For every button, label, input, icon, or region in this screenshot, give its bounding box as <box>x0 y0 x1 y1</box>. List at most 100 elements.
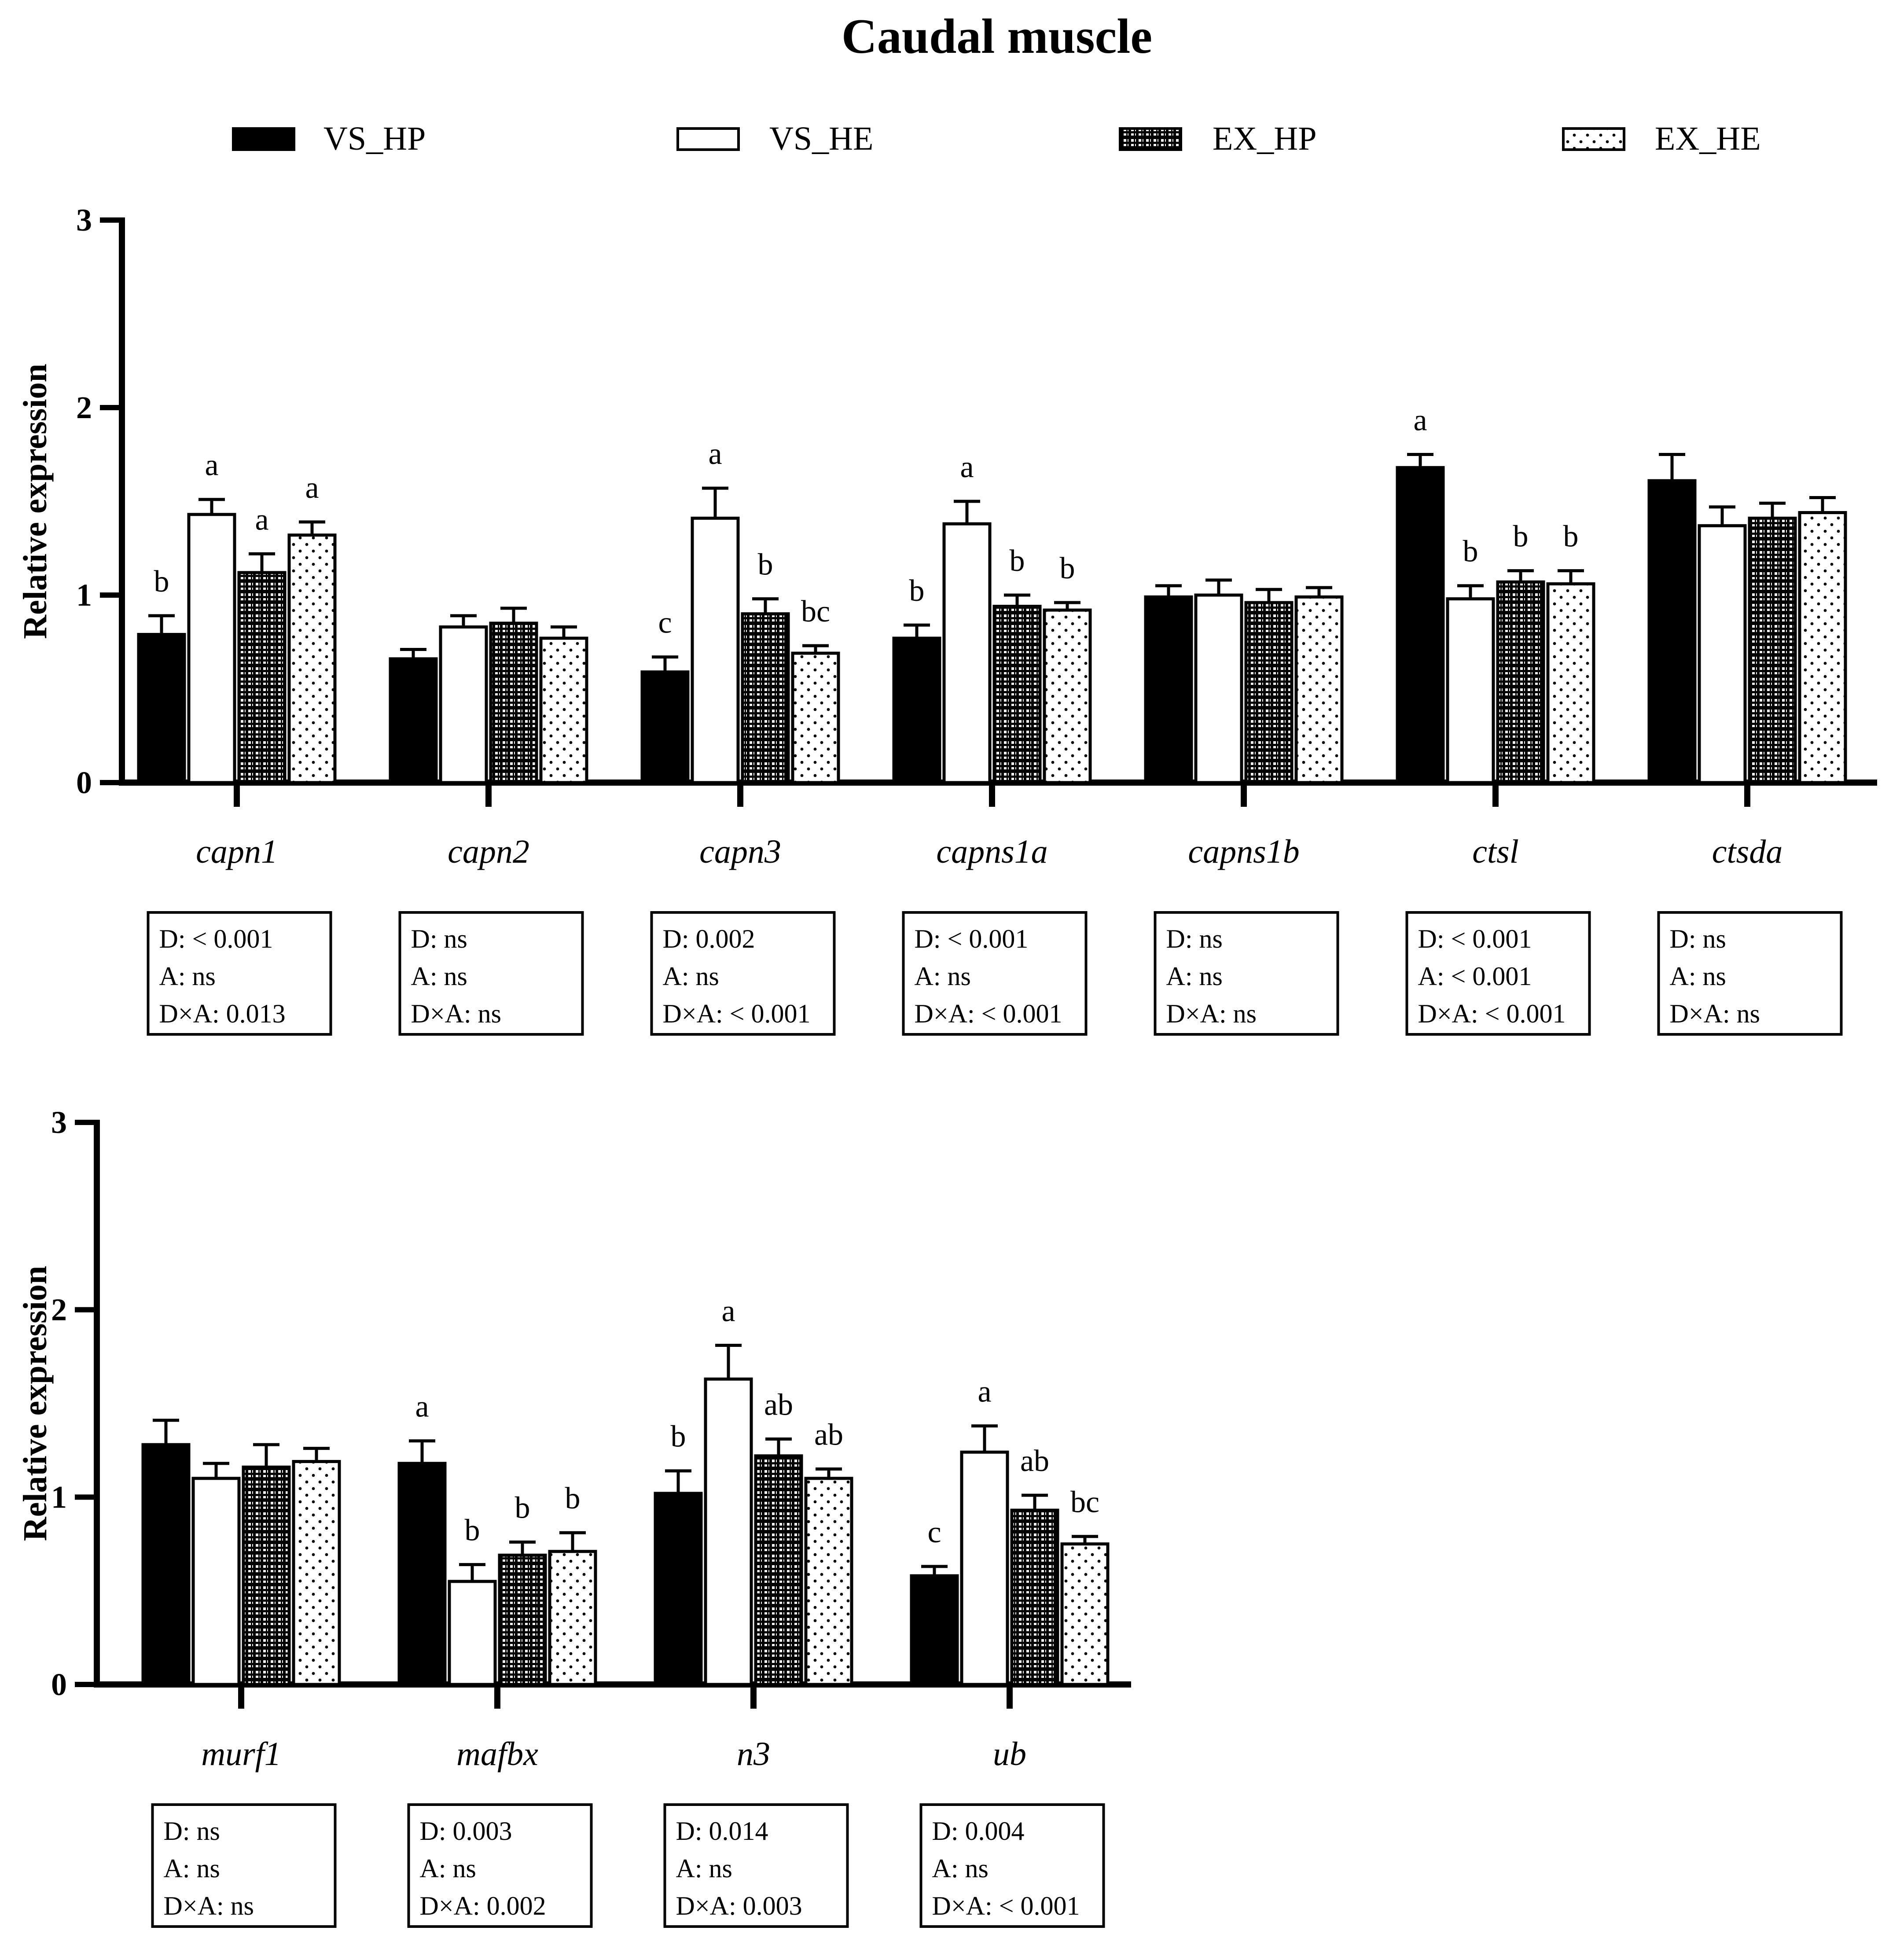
bar-ub-ex-he <box>1060 1542 1110 1686</box>
chart-title: Caudal muscle <box>842 9 1152 64</box>
y-tick-label: 2 <box>76 390 92 425</box>
stats-box-capn3 <box>650 911 836 1036</box>
bar-capns1a-ex-hp <box>992 605 1042 784</box>
bar-capns1b-ex-hp <box>1244 601 1294 784</box>
x-tick-label-n3: n3 <box>737 1736 770 1772</box>
bar-ctsda-vs-he <box>1698 524 1747 784</box>
significance-letter: b <box>671 1420 686 1454</box>
significance-letter: b <box>565 1482 581 1515</box>
significance-letter: a <box>305 471 319 505</box>
significance-letter: b <box>909 574 925 608</box>
legend-swatch-ex-hp <box>1119 127 1182 151</box>
stats-line: D×A: ns <box>1670 999 1760 1028</box>
significance-letter: b <box>1463 535 1478 569</box>
bar-mafbx-vs-he <box>448 1580 497 1686</box>
bar-capns1b-ex-he <box>1294 595 1344 784</box>
stats-line: A: ns <box>1166 962 1223 991</box>
bar-mafbx-ex-he <box>548 1550 597 1686</box>
significance-letter: a <box>1413 404 1427 438</box>
stats-line: D: < 0.001 <box>915 924 1029 953</box>
stats-line: D×A: < 0.001 <box>1418 999 1566 1028</box>
significance-letter: c <box>658 606 672 640</box>
bar-ctsl-vs-hp <box>1396 466 1445 784</box>
x-tick-label-ctsl: ctsl <box>1472 833 1519 870</box>
legend-swatch-ex-he <box>1562 127 1625 151</box>
y-axis-label: Relative expression <box>17 364 54 639</box>
stats-line: A: ns <box>663 962 719 991</box>
stats-box-capn1 <box>147 911 332 1036</box>
stats-line: D×A: 0.013 <box>159 999 286 1028</box>
bar-ctsda-vs-hp <box>1647 479 1697 784</box>
y-tick-label: 0 <box>51 1667 67 1702</box>
bar-n3-vs-he <box>704 1377 753 1686</box>
y-tick-label: 1 <box>51 1479 67 1515</box>
stats-box-capns1a <box>902 911 1088 1036</box>
legend: VS_HP VS_HE EX_HP EX_HE <box>232 120 1761 157</box>
bar-n3-vs-hp <box>654 1492 703 1686</box>
top-panel: 0 1 2 3 Relative expression b a a a capn1 D: < 0.0… <box>17 202 1877 1036</box>
bar-ub-vs-he <box>960 1450 1009 1686</box>
bar-ctsda-ex-he <box>1798 511 1847 784</box>
stats-line: A: ns <box>676 1854 732 1883</box>
stats-line: D×A: 0.003 <box>676 1891 802 1920</box>
stats-line: A: ns <box>1670 962 1726 991</box>
bar-ctsl-ex-he <box>1546 582 1595 784</box>
x-tick-label-ctsda: ctsda <box>1712 833 1782 870</box>
y-tick-label: 1 <box>76 577 92 613</box>
bar-capn3-ex-hp <box>741 612 790 784</box>
x-tick-label-ub: ub <box>993 1736 1026 1772</box>
significance-letter: b <box>1010 544 1025 578</box>
x-tick-label-murf1: murf1 <box>201 1736 281 1772</box>
bar-murf1-vs-he <box>191 1477 241 1686</box>
legend-label-vs-he: VS_HE <box>769 120 873 157</box>
stats-line: D×A: ns <box>1166 999 1257 1028</box>
stats-line: A: ns <box>411 962 467 991</box>
bar-capn1-vs-hp <box>137 632 186 784</box>
bar-capn1-vs-he <box>187 513 236 784</box>
stats-line: A: ns <box>164 1854 220 1883</box>
stats-line: D×A: < 0.001 <box>663 999 811 1028</box>
stats-line: A: ns <box>159 962 216 991</box>
bar-capn3-ex-he <box>791 651 840 784</box>
significance-letter: a <box>721 1294 735 1328</box>
bar-mafbx-vs-hp <box>397 1462 447 1686</box>
bar-capn1-ex-he <box>287 533 337 784</box>
stats-line: A: ns <box>932 1854 989 1883</box>
stats-line: A: ns <box>915 962 971 991</box>
stats-box-ctsl <box>1405 911 1591 1036</box>
bar-capn2-ex-hp <box>489 621 538 784</box>
legend-label-ex-hp: EX_HP <box>1213 120 1316 157</box>
significance-letter: b <box>1563 520 1579 554</box>
y-tick-label: 3 <box>51 1105 67 1140</box>
y-tick-label: 3 <box>76 202 92 238</box>
stats-line: D: < 0.001 <box>159 924 273 953</box>
bar-ctsl-ex-hp <box>1496 580 1545 784</box>
legend-swatch-vs-hp <box>232 127 295 151</box>
stats-box-mafbx <box>407 1803 593 1928</box>
bar-n3-ex-he <box>804 1477 853 1686</box>
bar-murf1-ex-he <box>292 1460 341 1686</box>
significance-letter: b <box>1513 520 1529 554</box>
bar-capns1b-vs-hp <box>1144 595 1193 784</box>
significance-letter: a <box>960 450 974 484</box>
significance-letter: ab <box>814 1418 843 1452</box>
bar-capn1-ex-hp <box>237 571 287 784</box>
x-tick-label-mafbx: mafbx <box>456 1736 538 1772</box>
stats-line: D×A: 0.002 <box>420 1891 546 1920</box>
stats-line: D: ns <box>164 1817 220 1846</box>
stats-box-ctsda <box>1657 911 1843 1036</box>
bar-capn3-vs-he <box>691 516 740 784</box>
stats-box-murf1 <box>151 1803 337 1928</box>
stats-line: D: 0.004 <box>932 1817 1025 1846</box>
bar-capns1a-vs-he <box>942 522 992 784</box>
significance-letter: a <box>205 449 218 482</box>
stats-line: D×A: < 0.001 <box>915 999 1062 1028</box>
x-tick-label-capns1b: capns1b <box>1188 833 1299 870</box>
stats-box-ub <box>919 1803 1105 1928</box>
significance-letter: b <box>154 565 169 599</box>
x-tick-label-capn3: capn3 <box>699 833 781 870</box>
significance-letter: ab <box>764 1388 793 1422</box>
significance-letter: b <box>515 1491 530 1525</box>
